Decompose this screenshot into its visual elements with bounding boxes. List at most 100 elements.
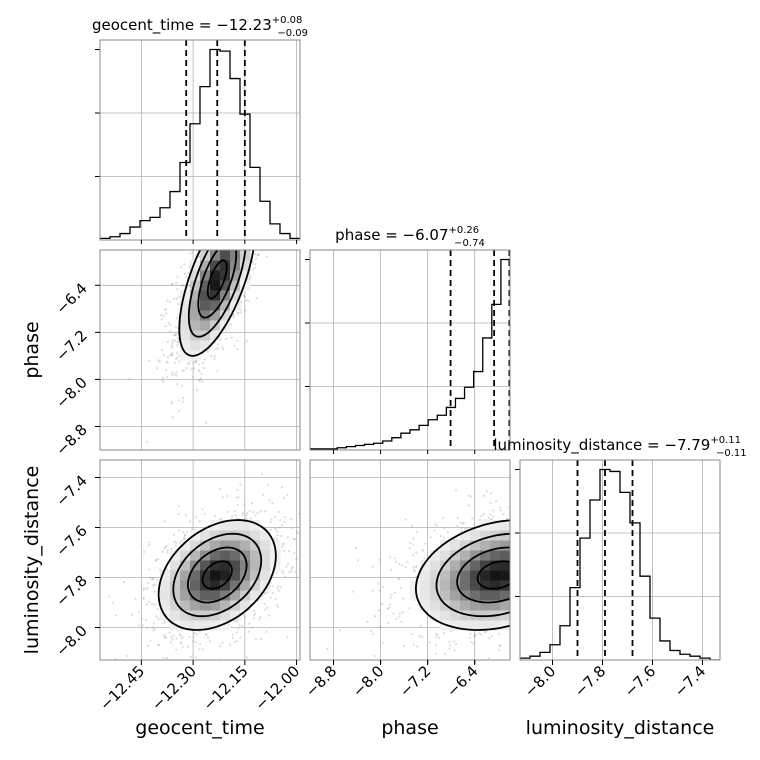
scatter-point bbox=[543, 567, 545, 569]
scatter-point bbox=[304, 535, 306, 537]
density-cell bbox=[410, 590, 421, 601]
density-cell bbox=[170, 550, 181, 561]
scatter-point bbox=[525, 578, 527, 580]
scatter-point bbox=[534, 653, 536, 655]
scatter-point bbox=[545, 576, 547, 578]
scatter-point bbox=[522, 561, 524, 563]
scatter-point bbox=[141, 624, 144, 627]
hist-title-phase: phase = −6.07+0.26 −0.74 bbox=[335, 225, 485, 249]
scatter-point bbox=[291, 565, 294, 569]
density-cell bbox=[210, 310, 221, 321]
scatter-point bbox=[123, 580, 126, 584]
scatter-point bbox=[267, 614, 271, 617]
scatter-point bbox=[165, 312, 168, 315]
scatter-point bbox=[366, 620, 369, 623]
density-cell bbox=[190, 570, 201, 581]
scatter-point bbox=[388, 555, 392, 559]
density-cell bbox=[250, 590, 261, 601]
scatter-point bbox=[529, 639, 531, 641]
contour-level-1 bbox=[476, 560, 510, 590]
scatter-point bbox=[539, 558, 541, 560]
scatter-point bbox=[419, 624, 422, 628]
density-cell bbox=[430, 610, 441, 621]
scatter-point bbox=[517, 638, 519, 640]
density-cell bbox=[190, 540, 201, 551]
scatter-point bbox=[413, 569, 416, 572]
scatter-point bbox=[560, 615, 562, 617]
density-cell bbox=[480, 530, 491, 541]
scatter-point bbox=[424, 542, 427, 545]
scatter-point bbox=[152, 629, 155, 632]
scatter-point bbox=[517, 553, 519, 555]
scatter-point bbox=[511, 578, 513, 580]
scatter-point bbox=[277, 585, 280, 588]
scatter-point bbox=[582, 569, 584, 571]
scatter-point bbox=[411, 632, 414, 636]
title-plus: +0.08 bbox=[272, 15, 303, 26]
scatter-point bbox=[161, 550, 164, 553]
density-cell bbox=[250, 530, 261, 541]
density-cell bbox=[160, 600, 171, 611]
scatter-point bbox=[545, 581, 547, 583]
density-cell bbox=[480, 560, 491, 571]
density-cell bbox=[260, 570, 271, 581]
scatter-point bbox=[378, 558, 381, 561]
scatter-point bbox=[112, 601, 115, 604]
scatter-point bbox=[554, 588, 556, 590]
scatter-point bbox=[462, 521, 465, 524]
density-cell bbox=[450, 580, 461, 591]
scatter-point bbox=[216, 369, 219, 373]
density-cell bbox=[450, 590, 461, 601]
scatter-point bbox=[157, 644, 160, 647]
scatter-point bbox=[611, 540, 613, 542]
scatter-point bbox=[236, 640, 239, 643]
scatter-point bbox=[374, 615, 377, 618]
scatter-point bbox=[490, 518, 493, 521]
scatter-point bbox=[143, 550, 146, 553]
inner-x-ticks bbox=[140, 240, 298, 244]
scatter-point bbox=[230, 336, 233, 339]
scatter-point bbox=[545, 577, 547, 579]
scatter-point bbox=[514, 581, 516, 583]
scatter-point bbox=[549, 592, 551, 594]
scatter-point bbox=[528, 615, 530, 617]
scatter-point bbox=[467, 504, 471, 507]
scatter-point bbox=[531, 559, 533, 561]
contour-level-2 bbox=[197, 250, 238, 319]
scatter-point bbox=[523, 515, 525, 517]
scatter-point bbox=[499, 644, 502, 647]
scatter-point bbox=[235, 631, 238, 634]
scatter-point bbox=[201, 380, 204, 383]
x-axis-label-phase: phase bbox=[381, 717, 438, 739]
scatter-point bbox=[543, 586, 545, 588]
density-cell bbox=[190, 290, 201, 301]
scatter-point bbox=[567, 520, 569, 522]
scatter-point bbox=[387, 621, 390, 625]
scatter-point bbox=[242, 511, 245, 515]
scatter-point bbox=[256, 254, 259, 257]
scatter-point bbox=[318, 535, 320, 537]
hist-title-geocent-time: geocent_time = −12.23+0.08 −0.09 bbox=[92, 15, 308, 39]
scatter-point bbox=[378, 589, 382, 592]
scatter-point bbox=[513, 574, 515, 576]
scatter-point bbox=[570, 559, 572, 561]
scatter-point bbox=[574, 572, 576, 574]
scatter-point bbox=[556, 576, 558, 578]
scatter-point bbox=[569, 544, 571, 546]
scatter-point bbox=[549, 577, 551, 579]
scatter-point bbox=[554, 537, 556, 539]
scatter-point bbox=[268, 499, 271, 502]
scatter-point bbox=[540, 527, 542, 529]
scatter-point bbox=[569, 558, 571, 560]
scatter-point bbox=[536, 544, 538, 546]
density-cell bbox=[230, 270, 241, 281]
scatter-point bbox=[544, 621, 546, 623]
scatter-point bbox=[153, 583, 156, 586]
density-cell bbox=[430, 550, 441, 561]
scatter-point bbox=[125, 655, 128, 658]
scatter-point bbox=[569, 551, 571, 553]
grid-lines bbox=[310, 322, 510, 387]
density-cell bbox=[470, 560, 481, 571]
scatter-point bbox=[241, 624, 244, 628]
scatter-point bbox=[507, 677, 509, 679]
